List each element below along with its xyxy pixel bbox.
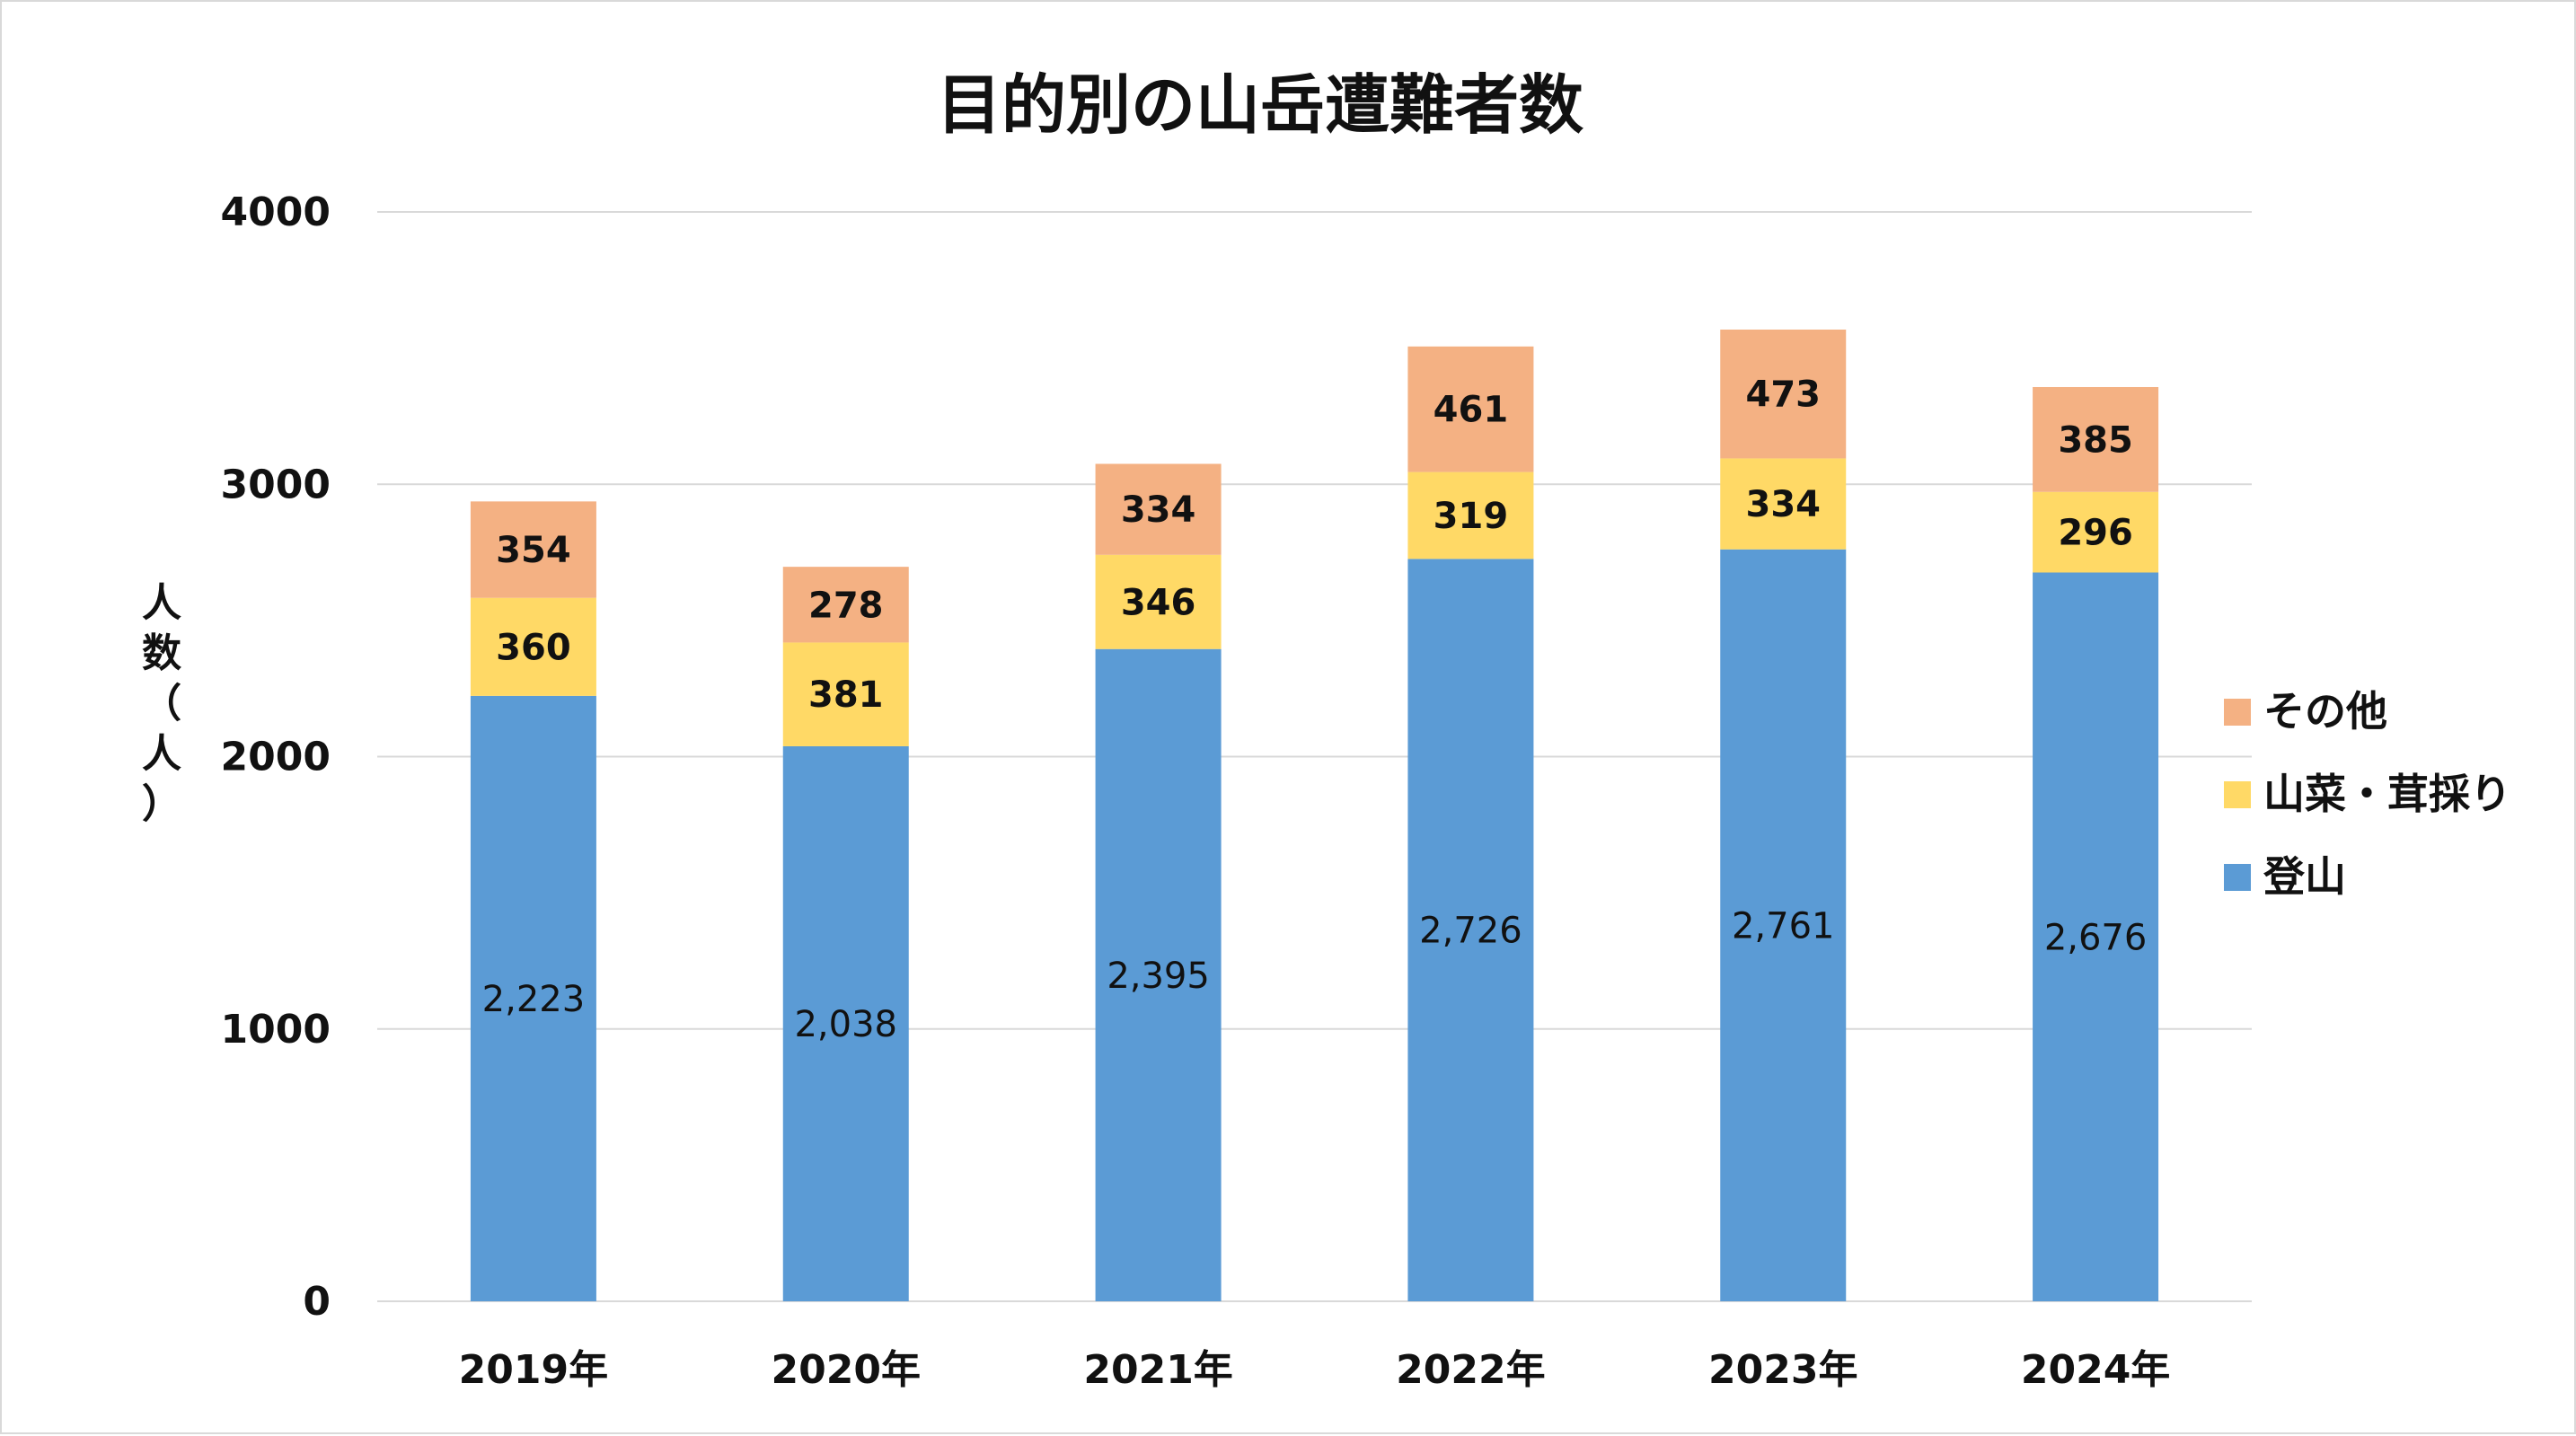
data-label: 385 xyxy=(2058,419,2133,461)
legend-label: 山菜・茸採り xyxy=(2263,770,2511,818)
bar-segment xyxy=(782,567,909,643)
y-tick-label: 0 xyxy=(303,1279,331,1325)
y-axis-ticks: 0 1000 2000 3000 4000 xyxy=(221,189,331,1325)
x-tick-label: 2024年 xyxy=(2021,1347,2170,1393)
bar-segment xyxy=(1407,346,1534,472)
data-label: 381 xyxy=(808,674,884,716)
data-label: 2,676 xyxy=(2044,917,2148,958)
data-label: 334 xyxy=(1121,489,1196,531)
x-tick-label: 2021年 xyxy=(1083,1347,1232,1393)
data-label: 461 xyxy=(1434,390,1509,431)
bar-segment xyxy=(1720,549,1847,1301)
data-label: 334 xyxy=(1746,484,1822,525)
bar-segment xyxy=(1095,463,1222,555)
bar-segment xyxy=(1095,554,1222,649)
legend-swatch xyxy=(2224,699,2251,726)
chart-title: 目的別の山岳遭難者数 xyxy=(937,67,1584,143)
y-axis-label: 人数（人） xyxy=(142,580,181,827)
data-label: 2,038 xyxy=(794,1004,897,1045)
data-label: 2,223 xyxy=(482,979,586,1020)
data-label: 296 xyxy=(2058,513,2133,554)
x-axis-labels: 2019年 2020年 2021年 2022年 2023年 2024年 xyxy=(459,1347,2171,1393)
legend-label: 登山 xyxy=(2263,852,2346,901)
data-label: 346 xyxy=(1121,582,1196,623)
bar-segment xyxy=(1720,330,1847,459)
data-label: 473 xyxy=(1746,374,1822,416)
x-tick-label: 2020年 xyxy=(772,1347,921,1393)
grid-lines xyxy=(377,211,2252,1302)
bar-segment xyxy=(1407,559,1534,1301)
y-tick-label: 2000 xyxy=(221,735,331,780)
data-label: 2,761 xyxy=(1732,905,1835,947)
bar-segment xyxy=(470,695,596,1301)
bars xyxy=(470,330,2159,1301)
bar-segment xyxy=(1720,458,1847,550)
bar-segment xyxy=(782,745,909,1301)
bar-segment xyxy=(470,597,596,696)
bar-segment xyxy=(2033,572,2159,1301)
x-tick-label: 2019年 xyxy=(459,1347,608,1393)
data-labels: 2,223 360 354 2,038 381 278 2,395 346 334 2,726 31… xyxy=(482,374,2148,1045)
y-axis-title: 人数（人） xyxy=(142,580,181,827)
bar-segment xyxy=(1407,471,1534,559)
y-tick-label: 3000 xyxy=(221,462,331,507)
legend-swatch xyxy=(2224,864,2251,891)
data-label: 319 xyxy=(1434,496,1509,537)
y-tick-label: 1000 xyxy=(221,1007,331,1053)
bar-segment xyxy=(470,501,596,598)
x-tick-label: 2022年 xyxy=(1396,1347,1545,1393)
data-label: 2,395 xyxy=(1107,956,1210,997)
data-label: 360 xyxy=(496,627,571,668)
bar-segment xyxy=(2033,386,2159,492)
legend-swatch xyxy=(2224,781,2251,808)
x-tick-label: 2023年 xyxy=(1708,1347,1857,1393)
bar-segment xyxy=(782,642,909,746)
data-label: 278 xyxy=(808,585,884,626)
legend-label: その他 xyxy=(2263,687,2387,736)
y-tick-label: 4000 xyxy=(221,189,331,235)
data-label: 2,726 xyxy=(1419,911,1522,952)
data-label: 354 xyxy=(496,530,571,571)
bar-segment xyxy=(1095,648,1222,1301)
bar-segment xyxy=(2033,491,2159,573)
